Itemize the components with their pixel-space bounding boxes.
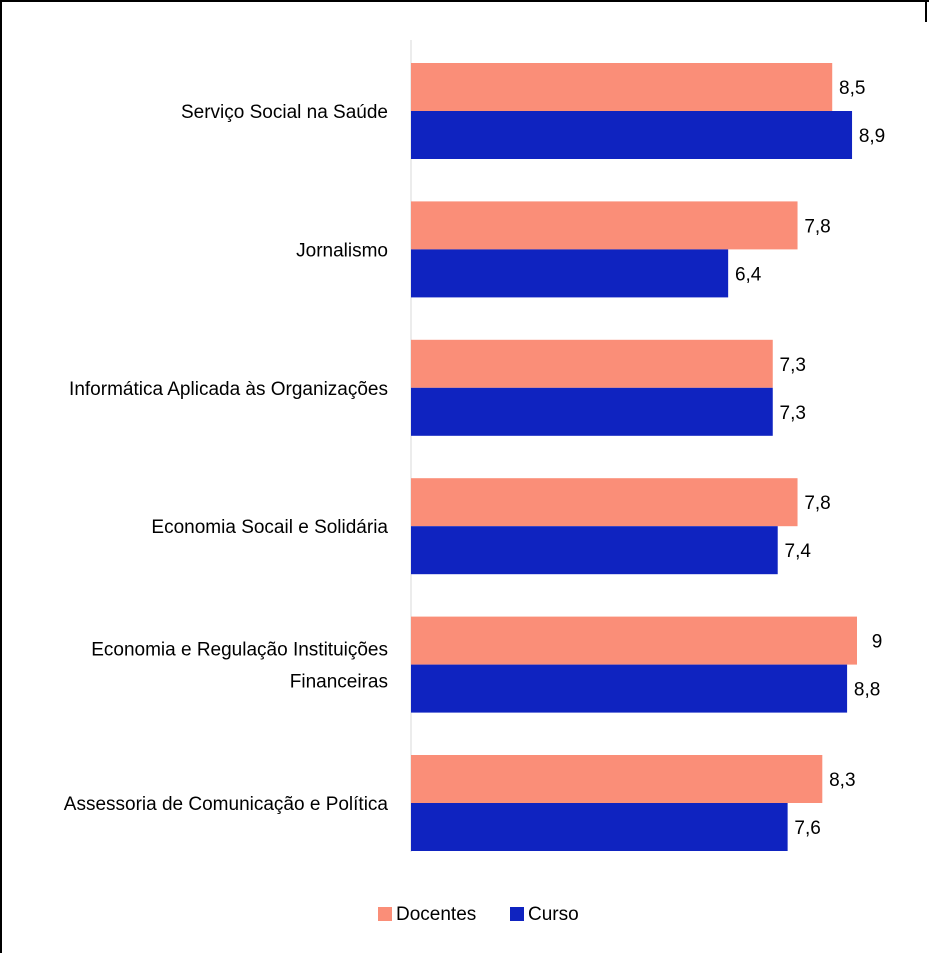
legend-label: Docentes xyxy=(396,904,476,925)
bar-docentes xyxy=(411,201,798,250)
bar-curso xyxy=(411,249,729,298)
category-label: Assessoria de Comunicação e Política xyxy=(64,794,389,815)
legend-label: Curso xyxy=(528,904,579,925)
bar-docentes xyxy=(411,755,823,803)
data-label: 7,4 xyxy=(785,541,812,562)
bar-curso xyxy=(411,803,788,851)
data-label: 9 xyxy=(872,632,883,653)
category-label: Economia Socail e Solidária xyxy=(151,517,388,538)
data-label: 7,3 xyxy=(780,403,806,424)
category-label: Serviço Social na Saúde xyxy=(181,102,388,123)
data-label: 7,8 xyxy=(804,493,830,514)
bar-docentes xyxy=(411,616,857,665)
legend-swatch-curso xyxy=(510,907,524,921)
bar-curso xyxy=(411,664,848,713)
bar-curso xyxy=(411,387,773,436)
category-label: Informática Aplicada às Organizações xyxy=(69,379,388,400)
data-label: 7,3 xyxy=(780,355,806,376)
data-label: 7,6 xyxy=(794,818,820,839)
category-label: Jornalismo xyxy=(296,240,388,261)
bar-docentes xyxy=(411,478,798,527)
data-label: 6,4 xyxy=(735,264,762,285)
bar-docentes xyxy=(411,339,773,388)
bar-curso xyxy=(411,111,853,159)
category-label: Economia e Regulação Instituições xyxy=(91,640,388,661)
data-label: 8,9 xyxy=(859,126,885,147)
data-label: 7,8 xyxy=(804,216,830,237)
data-label: 8,5 xyxy=(839,78,865,99)
legend-swatch-docentes xyxy=(378,907,392,921)
bar-curso xyxy=(411,526,778,575)
data-label: 8,3 xyxy=(829,770,855,791)
data-label: 8,8 xyxy=(854,680,880,701)
category-label: Financeiras xyxy=(290,672,388,693)
bar-docentes xyxy=(411,63,833,111)
